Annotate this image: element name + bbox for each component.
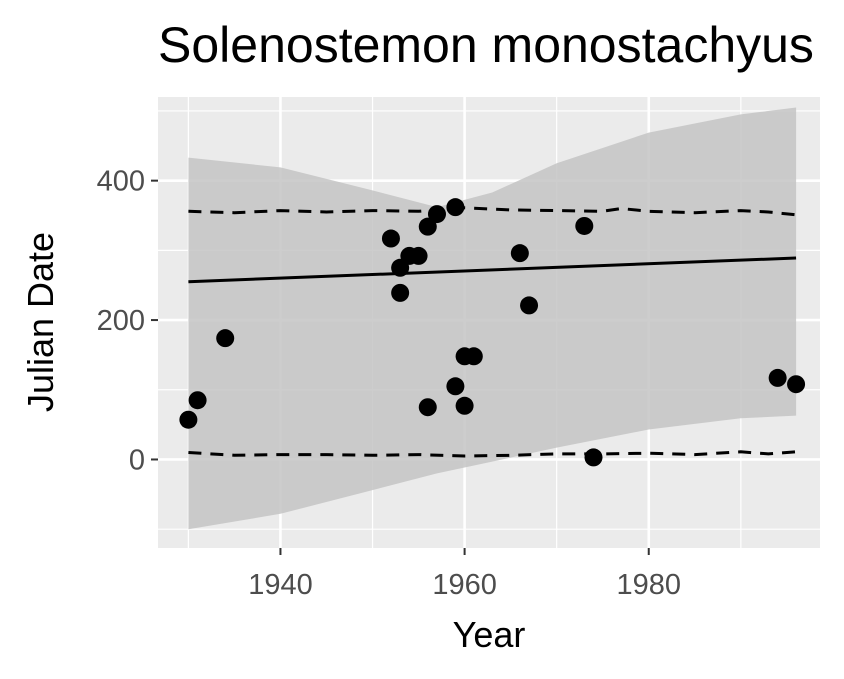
- data-point: [584, 448, 603, 467]
- data-point: [455, 396, 474, 415]
- y-axis-ticks: 0 200 400: [97, 166, 158, 476]
- confidence-band: [188, 107, 797, 530]
- y-tick-label: 0: [129, 444, 145, 476]
- y-tick-label: 200: [97, 305, 145, 337]
- fit-line: [188, 256, 797, 284]
- x-axis-ticks: 1940 1960 1980: [248, 548, 681, 601]
- data-point: [446, 377, 465, 396]
- data-point: [787, 375, 806, 394]
- data-point: [216, 329, 235, 348]
- data-point: [418, 217, 437, 236]
- data-point: [418, 398, 437, 417]
- data-points: [179, 198, 806, 467]
- x-tick-label: 1980: [616, 569, 681, 601]
- data-point: [427, 205, 446, 224]
- chart-title: Solenostemon monostachyus: [158, 17, 814, 73]
- data-point: [768, 368, 787, 387]
- lower-quantile-line: [188, 450, 797, 458]
- x-tick-label: 1940: [248, 569, 313, 601]
- upper-quantile-line: [188, 206, 797, 217]
- data-point: [464, 347, 483, 366]
- data-point: [381, 229, 400, 248]
- data-point: [179, 410, 198, 429]
- x-tick-label: 1960: [432, 569, 497, 601]
- data-point: [409, 246, 428, 265]
- y-tick-label: 400: [97, 166, 145, 198]
- data-point: [188, 391, 207, 410]
- x-axis-title: Year: [453, 614, 526, 655]
- data-point: [510, 244, 529, 263]
- data-point: [520, 296, 539, 315]
- data-point: [446, 198, 465, 217]
- y-axis-title: Julian Date: [20, 232, 61, 412]
- data-point: [575, 216, 594, 235]
- data-point: [391, 283, 410, 302]
